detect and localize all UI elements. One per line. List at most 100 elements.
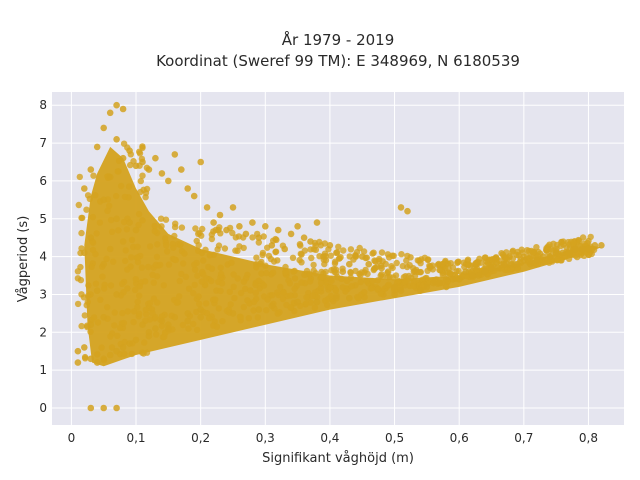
data-point bbox=[139, 321, 146, 329]
cloud-point bbox=[587, 233, 594, 241]
cloud-point bbox=[77, 263, 84, 271]
cloud-point bbox=[92, 192, 99, 199]
y-tick-label: 7 bbox=[39, 136, 47, 150]
cloud-point bbox=[244, 297, 251, 304]
cloud-point bbox=[419, 276, 426, 283]
cloud-point bbox=[83, 302, 90, 309]
data-point bbox=[126, 219, 133, 226]
cloud-point bbox=[370, 249, 377, 256]
cloud-point bbox=[154, 241, 161, 248]
cloud-point bbox=[111, 309, 118, 316]
cloud-point bbox=[74, 300, 82, 308]
data-point bbox=[113, 291, 120, 298]
y-tick-label: 2 bbox=[39, 325, 47, 339]
cloud-point bbox=[252, 289, 259, 297]
cloud-point bbox=[488, 256, 496, 263]
cloud-point bbox=[84, 292, 92, 300]
data-point bbox=[430, 279, 437, 287]
cloud-point bbox=[472, 259, 479, 267]
x-tick-label: 0,3 bbox=[256, 431, 275, 445]
cloud-point bbox=[158, 223, 165, 230]
cloud-point bbox=[282, 263, 289, 271]
data-point bbox=[197, 158, 204, 166]
cloud-point bbox=[322, 279, 329, 286]
cloud-point bbox=[90, 314, 98, 321]
data-point bbox=[591, 242, 599, 249]
cloud-point bbox=[137, 177, 144, 185]
cloud-point bbox=[117, 182, 125, 190]
cloud-point bbox=[263, 269, 270, 277]
cloud-point bbox=[142, 194, 149, 201]
data-point bbox=[87, 355, 95, 363]
cloud-point bbox=[280, 289, 287, 296]
cloud-point bbox=[116, 324, 124, 332]
data-point bbox=[184, 317, 191, 325]
data-point bbox=[113, 215, 120, 223]
cloud-point bbox=[310, 261, 317, 269]
data-point bbox=[346, 294, 353, 302]
cloud-point bbox=[149, 271, 156, 278]
cloud-point bbox=[405, 272, 413, 280]
x-axis-title: Signifikant våghöjd (m) bbox=[262, 451, 414, 466]
data-point bbox=[210, 219, 217, 226]
cloud-point bbox=[171, 232, 178, 240]
cloud-point bbox=[237, 313, 244, 321]
cloud-point bbox=[374, 277, 381, 284]
data-point bbox=[384, 268, 392, 276]
cloud-point bbox=[258, 270, 265, 277]
cloud-point bbox=[113, 192, 120, 200]
cloud-point bbox=[136, 292, 143, 299]
data-point bbox=[404, 207, 411, 215]
data-point bbox=[249, 219, 256, 226]
data-point bbox=[307, 238, 314, 245]
cloud-point bbox=[331, 260, 339, 267]
cloud-point bbox=[202, 300, 210, 307]
cloud-point bbox=[585, 251, 592, 259]
cloud-point bbox=[120, 319, 128, 327]
cloud-point bbox=[347, 246, 355, 253]
cloud-point bbox=[104, 207, 111, 214]
cloud-point bbox=[379, 258, 386, 265]
cloud-point bbox=[328, 277, 335, 284]
cloud-point bbox=[107, 216, 115, 224]
cloud-point bbox=[179, 321, 187, 329]
cloud-point bbox=[476, 255, 483, 262]
cloud-point bbox=[444, 260, 452, 267]
cloud-point bbox=[321, 240, 329, 247]
cloud-point bbox=[455, 267, 462, 275]
cloud-point bbox=[150, 279, 157, 286]
data-point bbox=[313, 298, 321, 306]
data-point bbox=[378, 264, 385, 272]
cloud-point bbox=[421, 254, 428, 261]
cloud-point bbox=[549, 258, 556, 265]
cloud-point bbox=[114, 332, 121, 339]
cloud-point bbox=[97, 296, 104, 303]
cloud-point bbox=[157, 215, 165, 222]
cloud-point bbox=[360, 248, 368, 255]
cloud-point bbox=[234, 275, 241, 282]
cloud-point bbox=[291, 285, 298, 292]
y-tick-label: 4 bbox=[39, 250, 47, 264]
cloud-point bbox=[101, 285, 108, 292]
cloud-point bbox=[134, 304, 141, 311]
cloud-point bbox=[92, 280, 100, 287]
cloud-point bbox=[393, 259, 400, 267]
cloud-point bbox=[312, 242, 319, 249]
cloud-point bbox=[327, 252, 334, 259]
cloud-point bbox=[240, 278, 248, 285]
cloud-point bbox=[296, 241, 304, 248]
x-tick-label: 0,7 bbox=[514, 431, 533, 445]
y-tick-label: 6 bbox=[39, 174, 47, 188]
data-point bbox=[190, 192, 198, 200]
data-point bbox=[313, 219, 321, 226]
data-point bbox=[113, 404, 120, 412]
cloud-point bbox=[361, 289, 368, 296]
data-point bbox=[320, 253, 327, 260]
cloud-point bbox=[249, 234, 256, 241]
cloud-point bbox=[88, 263, 95, 270]
cloud-point bbox=[223, 307, 231, 315]
data-point bbox=[216, 211, 224, 219]
cloud-point bbox=[230, 283, 237, 290]
cloud-point bbox=[185, 285, 193, 292]
data-point bbox=[520, 257, 528, 264]
